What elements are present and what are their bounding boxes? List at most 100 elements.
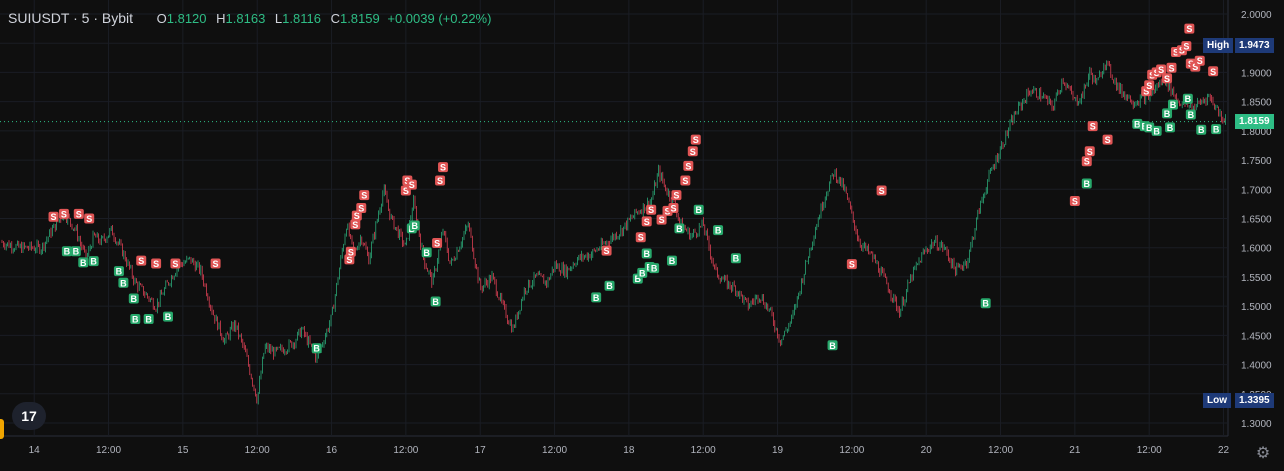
sell-marker-letter: S: [673, 191, 679, 201]
buy-marker-letter: B: [1170, 100, 1177, 110]
sell-marker-letter: S: [172, 259, 178, 269]
y-tick-label: 2.0000: [1241, 10, 1272, 21]
sell-marker: S: [668, 202, 679, 213]
buy-marker: B: [421, 247, 432, 258]
buy-marker: B: [730, 253, 741, 264]
sell-marker: S: [601, 245, 612, 256]
sell-marker-letter: S: [1164, 74, 1170, 84]
buy-marker: B: [649, 263, 660, 274]
buy-marker-box: [674, 223, 685, 234]
buy-marker: B: [604, 280, 615, 291]
sell-marker-box: [687, 146, 698, 157]
buy-marker-box: [162, 311, 173, 322]
sell-marker: S: [58, 208, 69, 219]
buy-marker: B: [1196, 124, 1207, 135]
buy-marker-box: [311, 343, 322, 354]
buy-marker-letter: B: [635, 274, 642, 284]
sell-marker-box: [1166, 62, 1177, 73]
buy-marker-box: [88, 256, 99, 267]
y-tick-label: 1.5000: [1241, 302, 1272, 313]
sell-marker: S: [210, 258, 221, 269]
sell-marker-box: [58, 208, 69, 219]
high-value: 1.8163: [225, 11, 266, 26]
y-tick-label: 1.6000: [1241, 244, 1272, 255]
sell-marker-box: [846, 259, 857, 270]
buy-marker-letter: B: [73, 247, 80, 257]
sell-marker-letter: S: [693, 135, 699, 145]
candles: [1, 60, 1226, 405]
buy-marker: B: [1162, 108, 1173, 119]
symbol-title[interactable]: SUIUSDT · 5 · Bybit: [8, 10, 133, 26]
buy-marker-box: [130, 313, 141, 324]
buy-marker-box: [713, 225, 724, 236]
sell-marker: S: [1194, 55, 1205, 66]
sell-marker-letter: S: [644, 217, 650, 227]
sell-marker-letter: S: [361, 191, 367, 201]
buy-marker-letter: B: [423, 248, 430, 258]
tradingview-logo[interactable]: 17: [12, 402, 46, 430]
sell-marker: S: [671, 190, 682, 201]
buy-marker: B: [61, 246, 72, 257]
sell-marker-box: [356, 202, 367, 213]
time-axis[interactable]: 14 12:00 15 12:00 16 12:00 17 12:00 18 12:00 19 12:…: [29, 445, 1230, 456]
sell-marker-box: [210, 258, 221, 269]
sell-marker: S: [1144, 80, 1155, 91]
sell-marker-letter: S: [1183, 42, 1189, 52]
sell-marker-box: [435, 175, 446, 186]
sell-marker-letter: S: [685, 161, 691, 171]
buy-marker-letter: B: [116, 267, 123, 277]
x-tick-label: 12:00: [245, 445, 270, 456]
buy-marker-box: [409, 220, 420, 231]
sell-marker-letter: S: [879, 186, 885, 196]
sell-marker: S: [406, 179, 417, 190]
sell-marker: S: [84, 213, 95, 224]
buy-marker-letter: B: [120, 278, 127, 288]
y-tick-label: 1.7500: [1241, 156, 1272, 167]
sell-marker: S: [1102, 134, 1113, 145]
sell-marker: S: [48, 211, 59, 222]
x-tick-label: 21: [1069, 445, 1081, 456]
open-value: 1.8120: [166, 11, 207, 26]
buy-marker: B: [1167, 99, 1178, 110]
buy-marker: B: [980, 298, 991, 309]
x-tick-label: 17: [475, 445, 487, 456]
gear-icon[interactable]: ⚙: [1255, 445, 1271, 462]
low-value: 1.8116: [282, 11, 321, 26]
sell-marker-box: [344, 254, 355, 265]
buy-marker-box: [980, 298, 991, 309]
sell-marker: S: [345, 246, 356, 257]
x-tick-label: 12:00: [1137, 445, 1162, 456]
x-tick-label: 12:00: [96, 445, 121, 456]
sell-marker: S: [151, 258, 162, 269]
sell-marker-box: [345, 246, 356, 257]
buy-marker-letter: B: [132, 314, 139, 324]
buy-marker: B: [1165, 122, 1176, 133]
change-value: +0.0039 (+0.22%): [387, 11, 492, 26]
buy-marker-letter: B: [1153, 126, 1160, 136]
sell-marker: S: [1081, 156, 1092, 167]
sell-marker-letter: S: [1168, 63, 1174, 73]
sell-marker: S: [1069, 195, 1080, 206]
buy-marker-letter: B: [412, 221, 419, 231]
sell-marker: S: [73, 208, 84, 219]
sell-marker: S: [1162, 73, 1173, 84]
sell-marker: S: [646, 204, 657, 215]
sell-marker: S: [641, 216, 652, 227]
sell-marker-letter: S: [1090, 122, 1096, 132]
price-axis[interactable]: 2.00001.95001.90001.85001.80001.75001.70…: [1241, 10, 1272, 430]
chart-grid: [0, 0, 1229, 437]
buy-marker-letter: B: [432, 297, 439, 307]
x-tick-label: 15: [177, 445, 189, 456]
sell-marker-box: [683, 160, 694, 171]
buy-marker-letter: B: [145, 314, 152, 324]
y-tick-label: 1.6500: [1241, 215, 1272, 226]
sell-marker: S: [136, 255, 147, 266]
sell-marker: S: [680, 175, 691, 186]
x-tick-label: 22: [1218, 445, 1230, 456]
sell-marker-letter: S: [665, 206, 671, 216]
buy-marker: B: [827, 340, 838, 351]
x-tick-label: 19: [772, 445, 784, 456]
sell-marker-letter: S: [648, 205, 654, 215]
buy-marker-letter: B: [80, 258, 87, 268]
